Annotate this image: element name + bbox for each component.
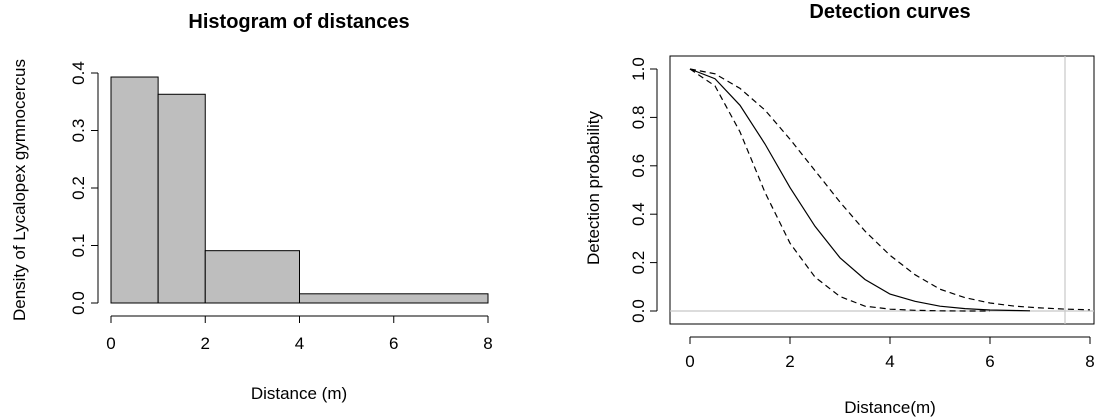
histogram-chart: Histogram of distances 0 2 4 6 8 0.0 0.1 0.2 0.3… (10, 11, 493, 403)
histogram-x-tick-label: 6 (389, 334, 398, 353)
histogram-x-tick-label: 0 (106, 334, 115, 353)
histogram-bar-1 (157, 93, 206, 304)
detection-x-tick-label: 0 (685, 352, 694, 371)
detection-curve-2 (689, 68, 1091, 311)
detection-y-axis-label: Detection probability (584, 110, 603, 265)
histogram-y-tick-label: 0.4 (69, 61, 88, 85)
histogram-x-tick-label: 2 (201, 334, 210, 353)
detection-y-tick-label: 1.0 (629, 57, 648, 81)
histogram-bar-3 (299, 293, 489, 304)
detection-y-tick-label: 0.4 (629, 202, 648, 226)
histogram-bars (110, 76, 489, 304)
histogram-y-tick-label: 0.1 (69, 234, 88, 258)
histogram-y-tick-label: 0.0 (69, 291, 88, 315)
detection-title: Detection curves (809, 1, 970, 23)
detection-x-tick-label: 8 (1085, 352, 1094, 371)
detection-axes: 0 2 4 6 8 0.0 0.2 0.4 0.6 0.8 1.0 (629, 57, 1095, 371)
detection-reference-lines (670, 56, 1094, 324)
detection-x-tick-label: 4 (885, 352, 894, 371)
detection-y-tick-label: 0.0 (629, 299, 648, 323)
detection-curve-1 (689, 68, 990, 312)
detection-curves (689, 68, 1091, 312)
histogram-x-tick-label: 8 (483, 334, 492, 353)
detection-y-tick-label: 0.8 (629, 106, 648, 130)
detection-y-tick-label: 0.2 (629, 251, 648, 275)
detection-x-tick-label: 6 (985, 352, 994, 371)
histogram-y-tick-label: 0.3 (69, 119, 88, 143)
detection-curves-chart: Detection curves 0 2 4 6 8 0.0 0.2 0.4 0.6 0.8 1.0… (584, 1, 1095, 417)
histogram-y-tick-label: 0.2 (69, 176, 88, 200)
detection-x-axis-label: Distance(m) (844, 398, 936, 417)
histogram-bar-0 (110, 76, 159, 304)
detection-curve-0 (689, 68, 1031, 312)
histogram-x-tick-label: 4 (295, 334, 304, 353)
histogram-bar-2 (204, 250, 300, 304)
detection-y-tick-label: 0.6 (629, 154, 648, 178)
histogram-y-axis-label: Density of Lycalopex gymnocercus (10, 59, 29, 321)
histogram-title: Histogram of distances (188, 11, 409, 33)
detection-plot-box (669, 55, 1095, 325)
histogram-axes: 0 2 4 6 8 0.0 0.1 0.2 0.3 0.4 (69, 61, 493, 353)
histogram-x-axis-label: Distance (m) (251, 384, 347, 403)
detection-x-tick-label: 2 (785, 352, 794, 371)
